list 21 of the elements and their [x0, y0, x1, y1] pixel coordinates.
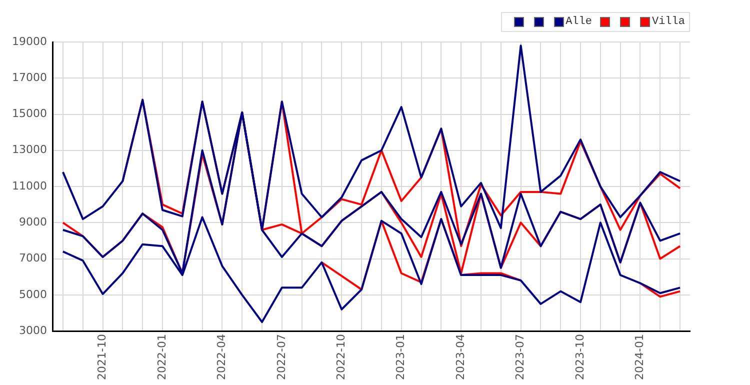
- x-tick-label: 2023-04: [454, 334, 467, 380]
- x-tick-label: 2022-01: [155, 334, 168, 380]
- x-tick-label: 2023-01: [394, 334, 408, 380]
- y-tick-label: 9000: [18, 216, 47, 229]
- y-tick-label: 17000: [12, 70, 47, 84]
- y-tick-label: 5000: [18, 288, 47, 301]
- x-tick-label: 2021-10: [96, 334, 109, 380]
- x-tick-label: 2024-01: [633, 334, 646, 380]
- y-tick-label: 3000: [18, 324, 47, 337]
- y-tick-label: 19000: [12, 34, 47, 48]
- x-tick-label: 2022-04: [215, 334, 228, 380]
- x-tick-label: 2022-10: [334, 334, 348, 380]
- y-tick-label: 7000: [18, 252, 47, 265]
- y-tick-label: 11000: [12, 179, 47, 192]
- legend-label: Villa: [652, 16, 685, 28]
- x-tick-label: 2022-07: [274, 334, 288, 380]
- x-tick-label: 2023-07: [514, 334, 527, 380]
- y-tick-label: 13000: [12, 143, 47, 156]
- x-tick-label: 2023-10: [573, 334, 586, 380]
- y-tick-label: 15000: [12, 107, 47, 120]
- legend-label: Alle: [566, 16, 592, 28]
